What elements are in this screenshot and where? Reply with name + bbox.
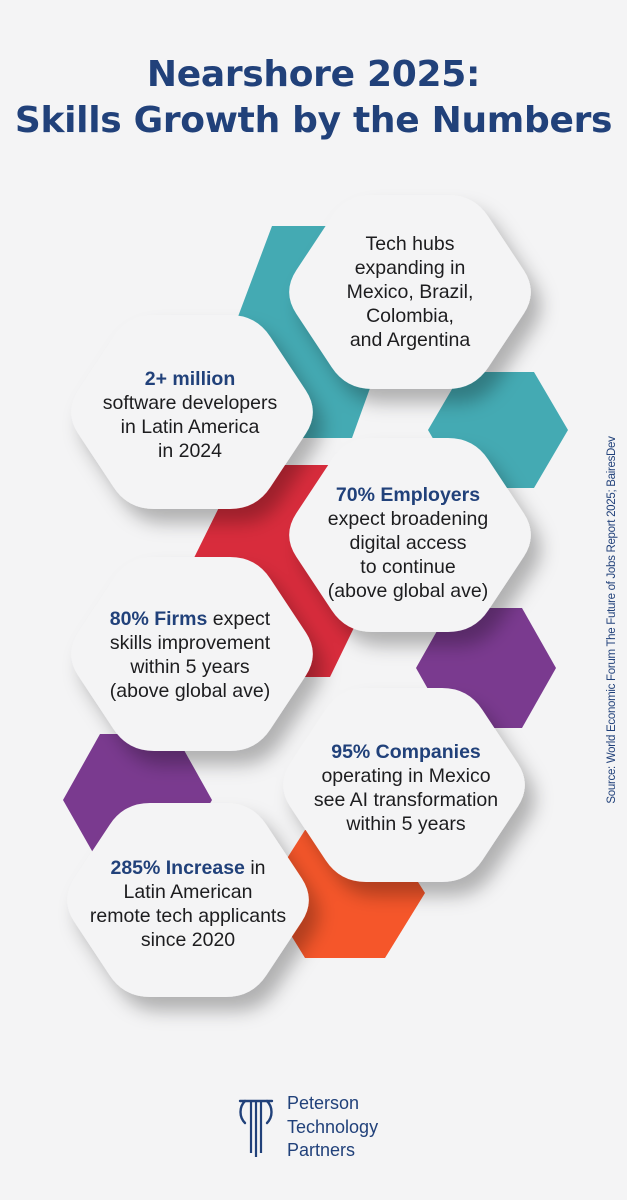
stat-tech-hubs: Tech hubs expanding in Mexico, Brazil, C… xyxy=(310,232,510,352)
hexagon-developers xyxy=(71,315,313,509)
stat-employers-highlight: 70% Employers xyxy=(335,484,481,506)
stat-increase-line: remote tech applicants xyxy=(89,905,287,927)
pillar-icon xyxy=(238,1099,274,1157)
stat-companies-line: operating in Mexico xyxy=(321,765,491,787)
stat-firms-after: expect xyxy=(207,608,271,630)
stat-increase-line: Latin American xyxy=(123,881,253,903)
hexagon-tech-hubs xyxy=(289,195,531,389)
stat-firms-line: skills improvement xyxy=(109,632,271,654)
stat-tech-hubs-line: Mexico, Brazil, xyxy=(346,281,474,303)
stat-developers-line: software developers xyxy=(102,392,278,414)
stat-employers-line: (above global ave) xyxy=(327,580,489,602)
title-line-2: Skills Growth by the Numbers xyxy=(14,100,613,141)
stat-firms: 80% Firms expect skills improvement with… xyxy=(90,607,290,703)
stat-companies-line: see AI transformation xyxy=(313,789,499,811)
company-logo-text: Peterson Technology Partners xyxy=(287,1092,378,1163)
stat-tech-hubs-line: and Argentina xyxy=(349,329,471,351)
stat-employers-line: digital access xyxy=(349,532,467,554)
stat-increase-after: in xyxy=(244,857,266,879)
stat-developers-highlight: 2+ million xyxy=(144,368,236,390)
logo-line-3: Partners xyxy=(287,1140,356,1160)
page-title: Nearshore 2025: Skills Growth by the Num… xyxy=(0,52,627,144)
stat-companies-highlight: 95% Companies xyxy=(331,741,481,763)
source-note: Source: World Economic Forum The Future … xyxy=(606,436,618,804)
stat-employers-line: to continue xyxy=(360,556,456,578)
logo-line-2: Technology xyxy=(287,1116,379,1137)
hexagon-increase xyxy=(67,803,309,997)
stat-increase: 285% Increase in Latin American remote t… xyxy=(78,856,298,952)
hexagon-employers xyxy=(289,438,531,632)
hexagon-companies xyxy=(283,688,525,882)
stat-firms-line: (above global ave) xyxy=(109,680,271,702)
stat-developers-line: in Latin America xyxy=(120,416,260,438)
stat-employers: 70% Employers expect broadening digital … xyxy=(302,483,514,603)
hexagon-firms xyxy=(71,557,313,751)
stat-firms-line: within 5 years xyxy=(130,656,250,678)
logo-line-1: Peterson xyxy=(287,1093,360,1113)
stat-increase-line: since 2020 xyxy=(140,929,236,951)
stat-developers-line: in 2024 xyxy=(158,440,222,462)
stat-employers-line: expect broadening xyxy=(327,508,489,530)
stat-tech-hubs-line: Colombia, xyxy=(366,305,454,327)
stat-developers: 2+ million software developers in Latin … xyxy=(90,367,290,463)
stat-tech-hubs-line: expanding in xyxy=(354,257,466,279)
stat-tech-hubs-line: Tech hubs xyxy=(365,233,455,255)
stat-companies-line: within 5 years xyxy=(346,813,466,835)
stat-companies: 95% Companies operating in Mexico see AI… xyxy=(296,740,516,836)
title-line-1: Nearshore 2025: xyxy=(146,54,481,95)
stat-increase-highlight: 285% Increase xyxy=(110,857,245,879)
stat-firms-highlight: 80% Firms xyxy=(109,608,208,630)
